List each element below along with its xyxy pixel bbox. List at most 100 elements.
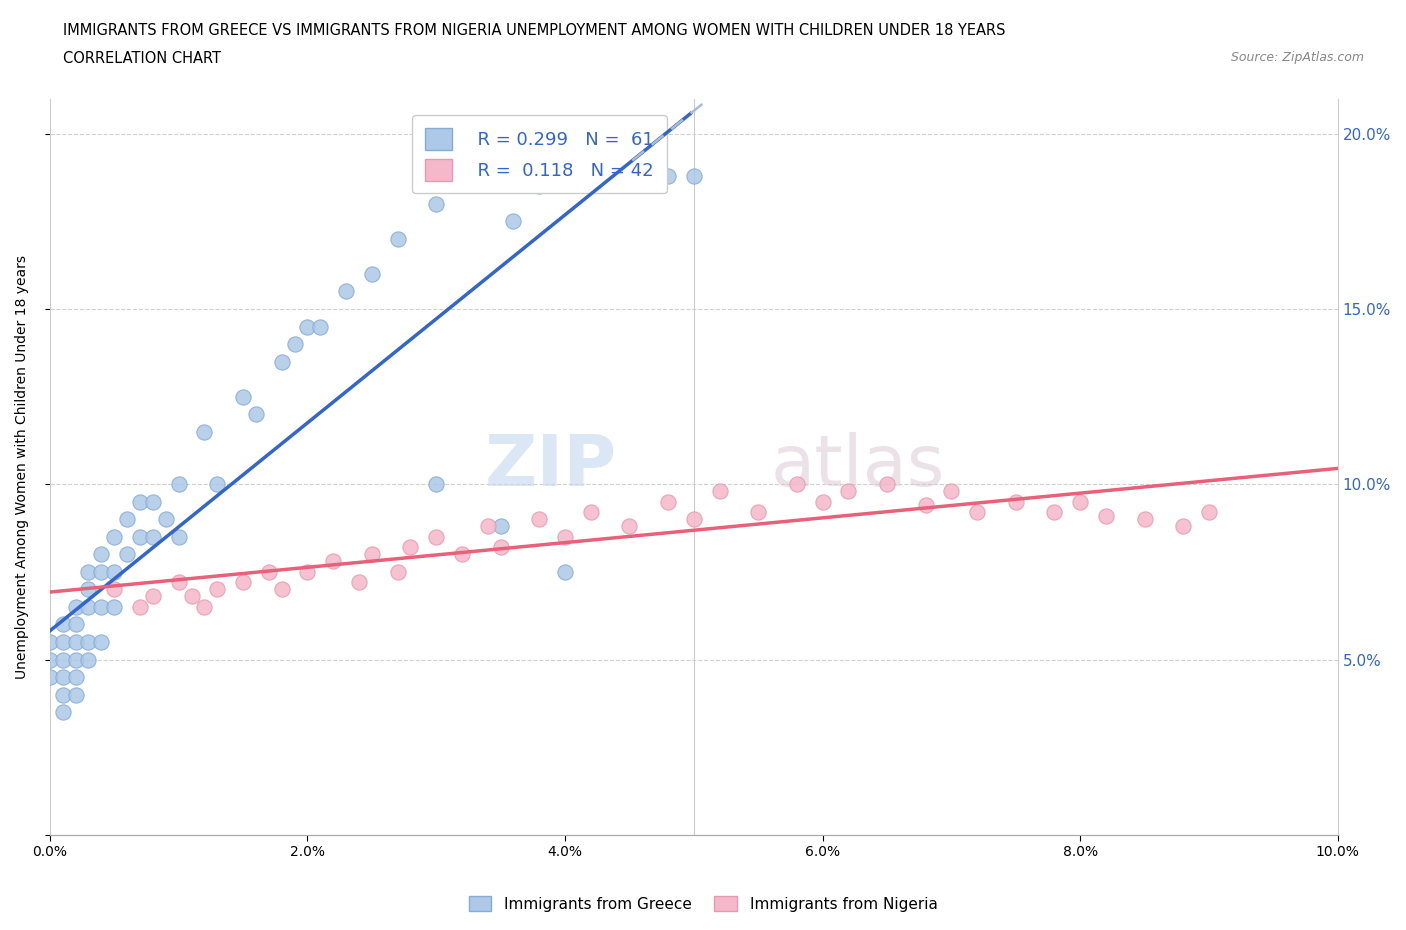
Point [52,617,75,631]
Point [103,582,125,597]
Text: atlas: atlas [770,432,945,501]
Text: ZIP: ZIP [484,432,616,501]
Point [129,529,152,544]
Point [52,705,75,720]
Point [77,582,100,597]
Point [1173,519,1195,534]
Point [115,547,138,562]
Point [837,484,859,498]
Point [502,214,524,229]
Point [335,284,357,299]
Point [1133,512,1156,526]
Point [38,652,60,667]
Point [245,406,267,421]
Point [65,600,87,615]
Point [387,232,409,246]
Point [529,512,551,526]
Point [270,354,292,369]
Point [605,168,627,183]
Point [193,424,215,439]
Point [966,505,988,520]
Point [425,477,447,492]
Point [399,540,422,555]
Point [682,168,704,183]
Point [477,519,499,534]
Point [103,529,125,544]
Point [142,589,165,604]
Point [65,670,87,684]
Point [52,652,75,667]
Point [103,565,125,579]
Point [193,600,215,615]
Point [1095,509,1118,524]
Point [387,565,409,579]
Point [360,547,382,562]
Point [529,179,551,193]
Legend: Immigrants from Greece, Immigrants from Nigeria: Immigrants from Greece, Immigrants from … [463,889,943,918]
Point [489,168,512,183]
Point [38,670,60,684]
Point [232,575,254,590]
Point [682,512,704,526]
Point [52,670,75,684]
Point [155,512,177,526]
Point [77,565,100,579]
Y-axis label: Unemployment Among Women with Children Under 18 years: Unemployment Among Women with Children U… [15,255,30,679]
Point [52,687,75,702]
Point [65,634,87,649]
Point [1004,495,1026,510]
Point [65,617,87,631]
Text: Source: ZipAtlas.com: Source: ZipAtlas.com [1230,51,1364,64]
Point [52,634,75,649]
Point [90,600,112,615]
Point [232,389,254,404]
Point [309,319,332,334]
Point [167,575,190,590]
Point [65,652,87,667]
Point [129,495,152,510]
Point [619,519,641,534]
Point [38,634,60,649]
Point [90,547,112,562]
Point [941,484,963,498]
Point [489,519,512,534]
Point [180,589,202,604]
Point [207,477,229,492]
Point [811,495,834,510]
Point [167,477,190,492]
Point [257,565,280,579]
Point [554,529,576,544]
Point [360,267,382,282]
Point [167,529,190,544]
Point [90,565,112,579]
Point [554,565,576,579]
Point [709,484,731,498]
Text: IMMIGRANTS FROM GREECE VS IMMIGRANTS FROM NIGERIA UNEMPLOYMENT AMONG WOMEN WITH : IMMIGRANTS FROM GREECE VS IMMIGRANTS FRO… [63,23,1005,38]
Point [207,582,229,597]
Point [451,168,474,183]
Point [347,575,370,590]
Point [1198,505,1220,520]
Point [579,165,602,179]
Point [297,565,319,579]
Point [451,547,474,562]
Point [270,582,292,597]
Point [425,529,447,544]
Point [747,505,769,520]
Point [425,196,447,211]
Point [103,600,125,615]
Point [142,529,165,544]
Legend:   R = 0.299   N =  61,   R =  0.118   N = 42: R = 0.299 N = 61, R = 0.118 N = 42 [412,115,666,193]
Point [129,600,152,615]
Point [77,634,100,649]
Point [657,495,679,510]
Point [77,600,100,615]
Point [554,165,576,179]
Point [65,687,87,702]
Point [90,634,112,649]
Point [579,505,602,520]
Point [297,319,319,334]
Point [657,168,679,183]
Point [77,652,100,667]
Point [786,477,808,492]
